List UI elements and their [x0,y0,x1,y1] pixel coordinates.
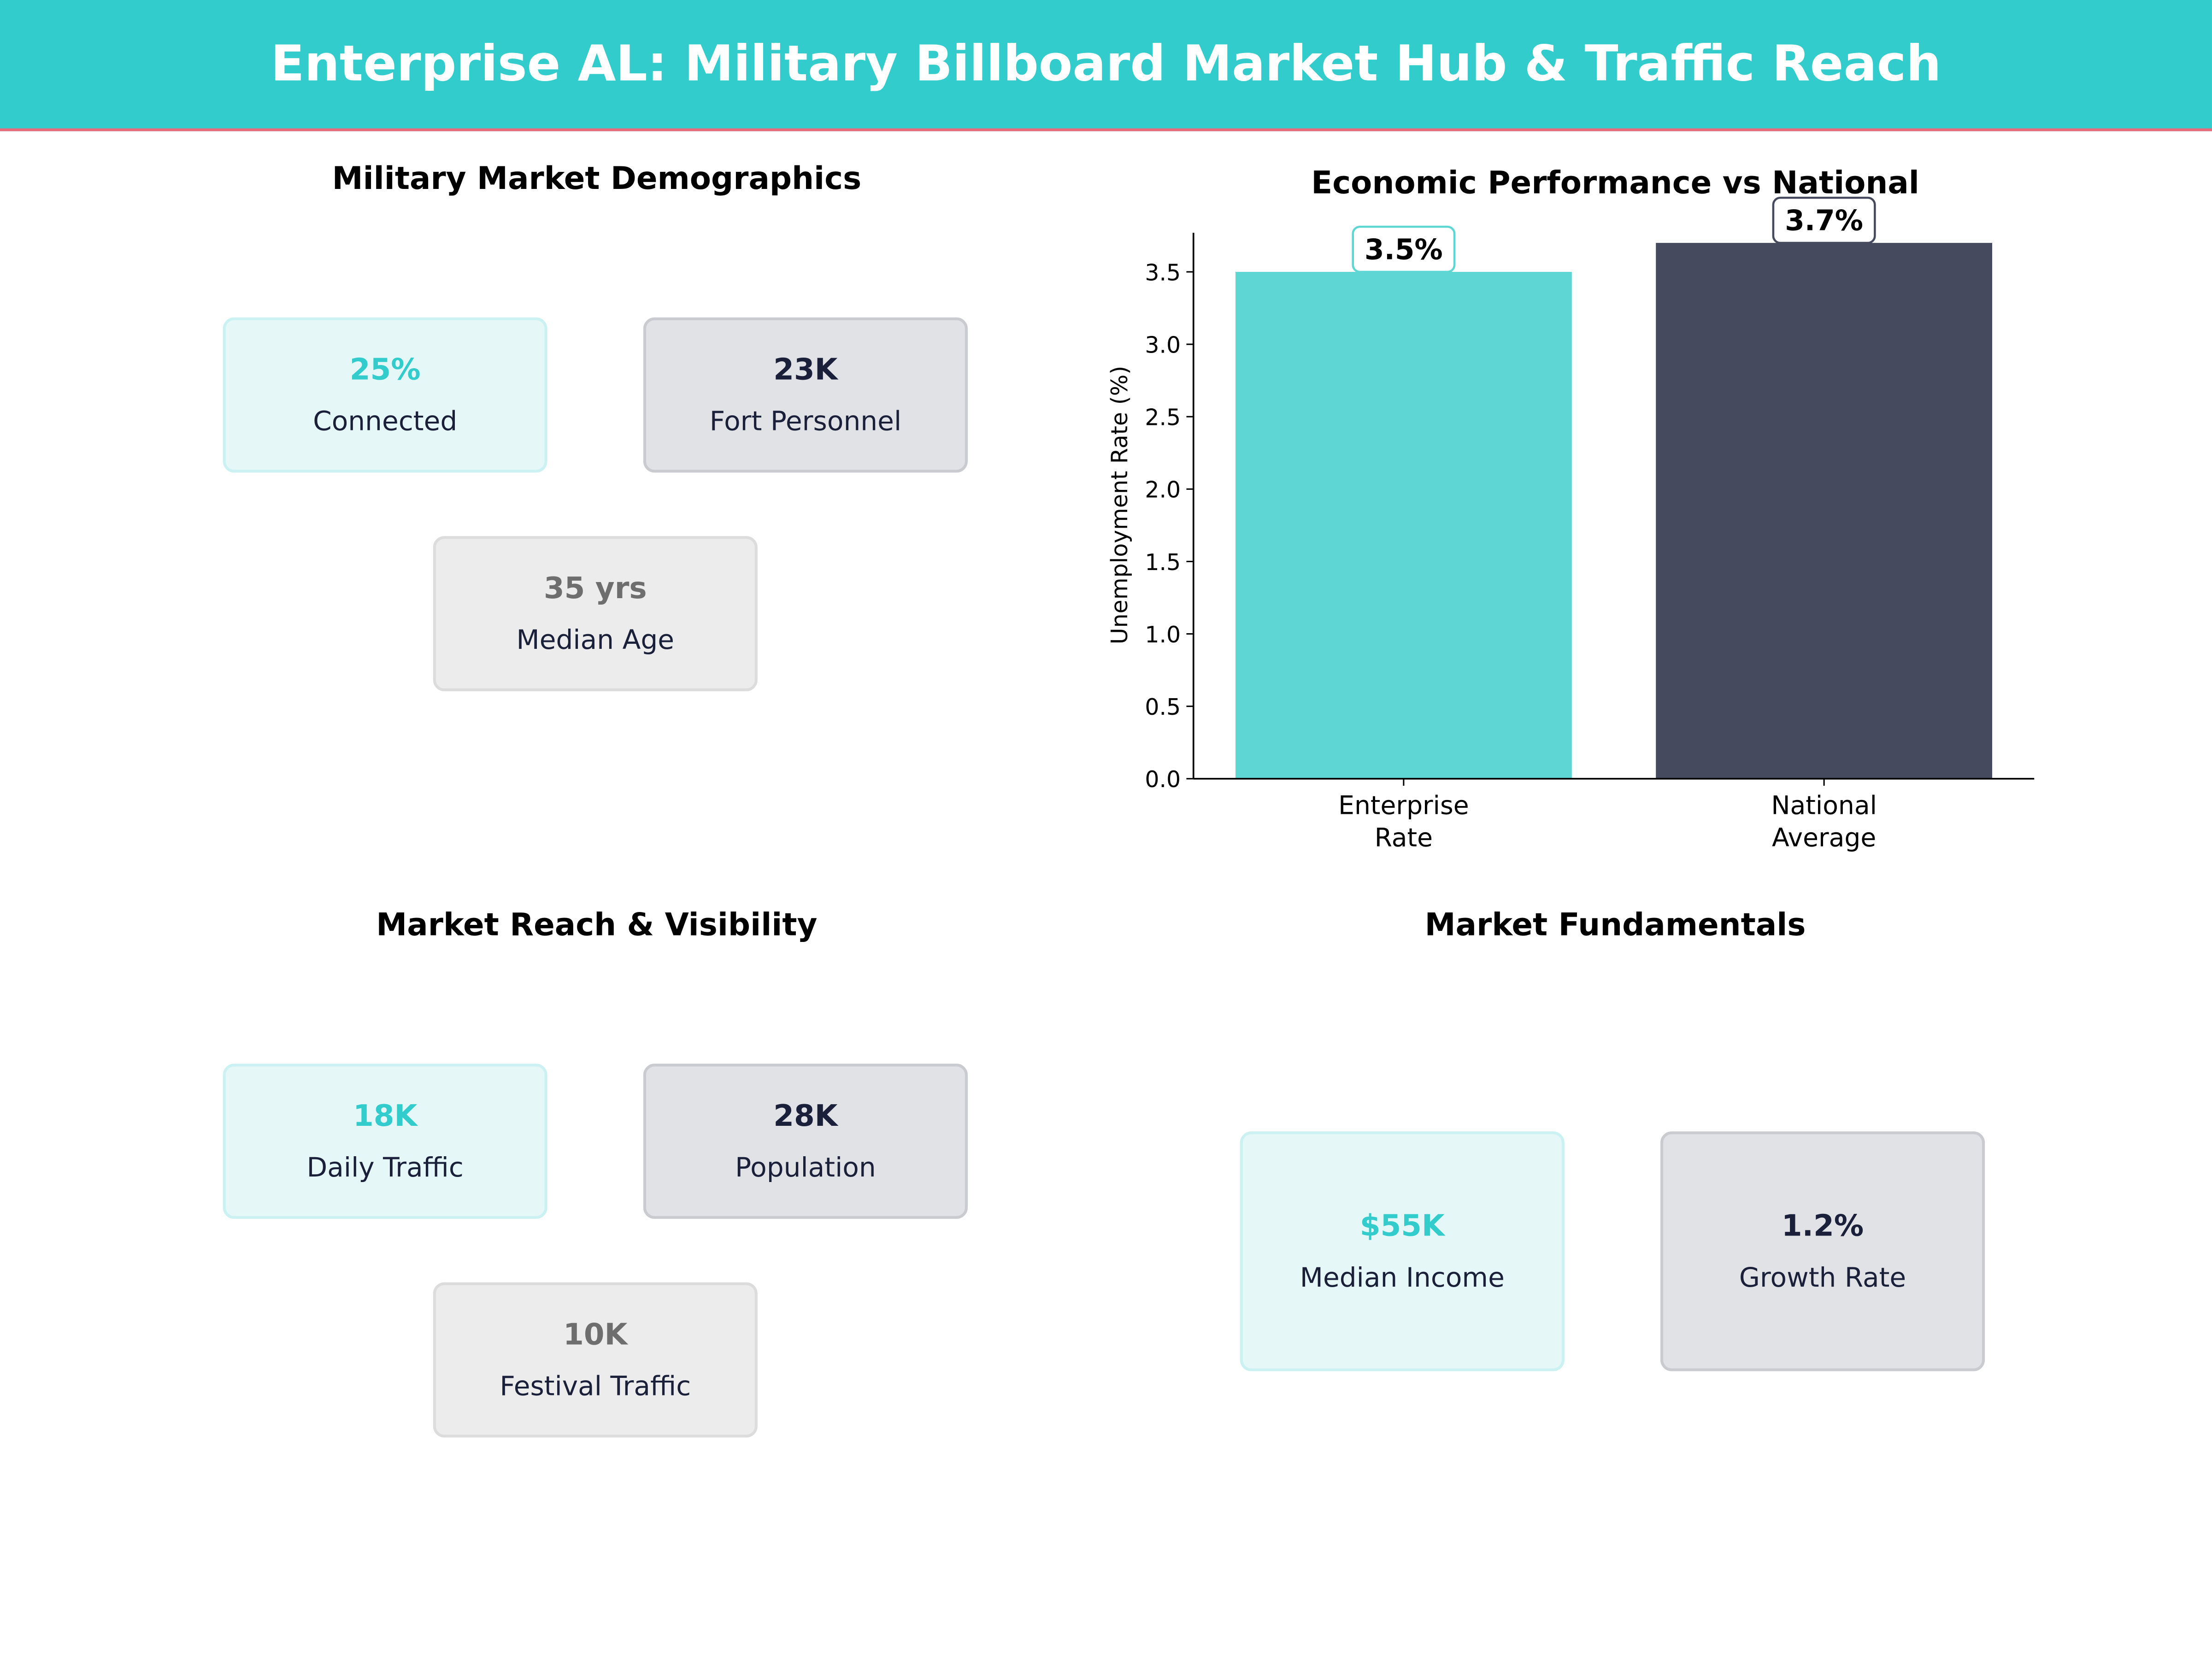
metric-card-median-income: $55K Median Income [1240,1131,1565,1371]
metric-label: Growth Rate [1739,1262,1906,1294]
data-label: 3.7% [1785,205,1863,237]
bar [1656,243,1993,779]
metric-label: Connected [313,406,458,437]
y-tick-label: 3.5 [1145,259,1181,286]
x-tick-label: Rate [1375,823,1433,853]
header-banner: Enterprise AL: Military Billboard Market… [0,0,2212,131]
y-tick-label: 3.0 [1145,332,1181,358]
page-title: Enterprise AL: Military Billboard Market… [271,36,1941,93]
metric-label: Population [735,1153,876,1184]
metric-label: Festival Traffic [500,1371,691,1402]
x-tick-label: Average [1772,823,1876,853]
metric-label: Median Age [516,625,675,656]
metric-value: 10K [563,1318,628,1352]
metric-value: 28K [773,1099,838,1133]
metric-card-population: 28K Population [643,1064,968,1219]
metric-card-connected: 25% Connected [223,317,547,473]
y-tick-label: 2.0 [1145,477,1181,503]
metric-value: 18K [353,1099,418,1133]
y-tick-label: 2.5 [1145,405,1181,431]
fundamentals-title: Market Fundamentals [1424,908,1806,944]
chart-title: Economic Performance vs National [1311,164,1919,200]
y-tick-label: 0.0 [1145,766,1181,793]
metric-card-daily-traffic: 18K Daily Traffic [223,1064,547,1219]
metric-value: $55K [1359,1209,1445,1243]
y-tick-label: 1.5 [1145,549,1181,576]
data-label: 3.5% [1365,233,1443,266]
data-label-box [1772,196,1876,244]
metric-card-median-age: 35 yrs Median Age [433,536,758,691]
x-tick-label: National [1771,790,1877,820]
metric-label: Daily Traffic [306,1153,464,1184]
x-tick-label: Enterprise [1338,790,1469,820]
y-tick-label: 0.5 [1145,694,1181,720]
metric-value: 1.2% [1781,1209,1864,1243]
y-tick-label: 1.0 [1145,622,1181,648]
y-axis-label: Unemployment Rate (%) [1106,366,1133,645]
metric-label: Median Income [1300,1262,1505,1294]
data-label-box [1352,225,1456,273]
metric-value: 35 yrs [543,571,647,606]
metric-value: 23K [773,353,838,387]
metric-card-festival-traffic: 10K Festival Traffic [433,1282,758,1438]
metric-card-growth-rate: 1.2% Growth Rate [1660,1131,1985,1371]
metric-value: 25% [349,353,421,387]
metric-card-fort-personnel: 23K Fort Personnel [643,317,968,473]
reach-title: Market Reach & Visibility [376,908,818,944]
bar [1235,271,1572,779]
demographics-title: Military Market Demographics [332,162,862,198]
metric-label: Fort Personnel [709,406,902,437]
